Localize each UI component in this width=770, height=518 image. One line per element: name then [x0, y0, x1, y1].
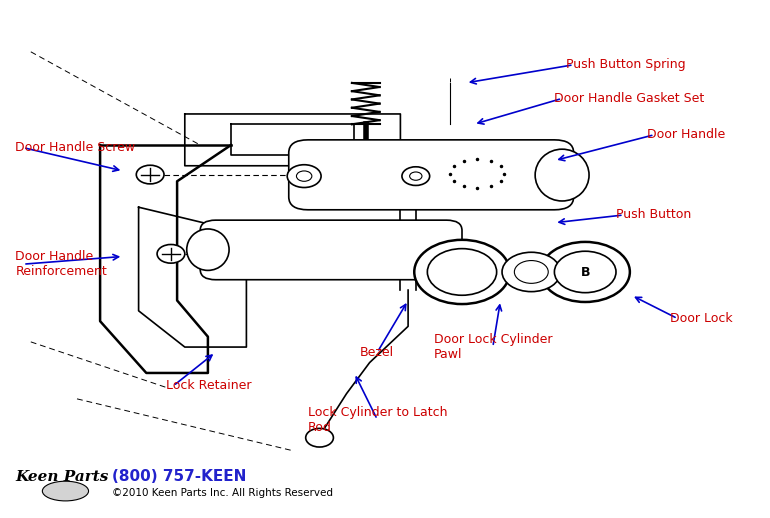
Text: B: B	[581, 266, 590, 280]
Text: Door Handle: Door Handle	[647, 128, 725, 141]
Text: Push Button Spring: Push Button Spring	[566, 58, 685, 71]
Text: Door Lock Cylinder
Pawl: Door Lock Cylinder Pawl	[434, 333, 552, 361]
Circle shape	[554, 251, 616, 293]
Ellipse shape	[42, 481, 89, 501]
Circle shape	[296, 171, 312, 181]
Text: ©2010 Keen Parts Inc. All Rights Reserved: ©2010 Keen Parts Inc. All Rights Reserve…	[112, 488, 333, 498]
Text: Door Lock: Door Lock	[670, 312, 732, 325]
Circle shape	[502, 252, 561, 292]
Circle shape	[402, 167, 430, 185]
Text: (800) 757-KEEN: (800) 757-KEEN	[112, 469, 246, 484]
Circle shape	[414, 240, 510, 304]
FancyBboxPatch shape	[289, 140, 574, 210]
Text: Door Handle Gasket Set: Door Handle Gasket Set	[554, 92, 705, 105]
Text: Door Handle
Reinforcement: Door Handle Reinforcement	[15, 250, 107, 278]
Text: Lock Retainer: Lock Retainer	[166, 379, 251, 393]
Circle shape	[410, 172, 422, 180]
Circle shape	[306, 428, 333, 447]
Text: Lock Cylinder to Latch
Rod: Lock Cylinder to Latch Rod	[307, 406, 447, 434]
Text: Keen Parts: Keen Parts	[15, 470, 109, 484]
Text: Bezel: Bezel	[360, 346, 394, 359]
Circle shape	[541, 242, 630, 302]
Circle shape	[427, 249, 497, 295]
Circle shape	[136, 165, 164, 184]
Circle shape	[287, 165, 321, 188]
Ellipse shape	[535, 149, 589, 201]
Text: Push Button: Push Button	[616, 208, 691, 222]
Text: Door Handle Screw: Door Handle Screw	[15, 141, 136, 154]
Circle shape	[157, 244, 185, 263]
Ellipse shape	[186, 229, 229, 270]
Circle shape	[514, 261, 548, 283]
FancyBboxPatch shape	[200, 220, 462, 280]
